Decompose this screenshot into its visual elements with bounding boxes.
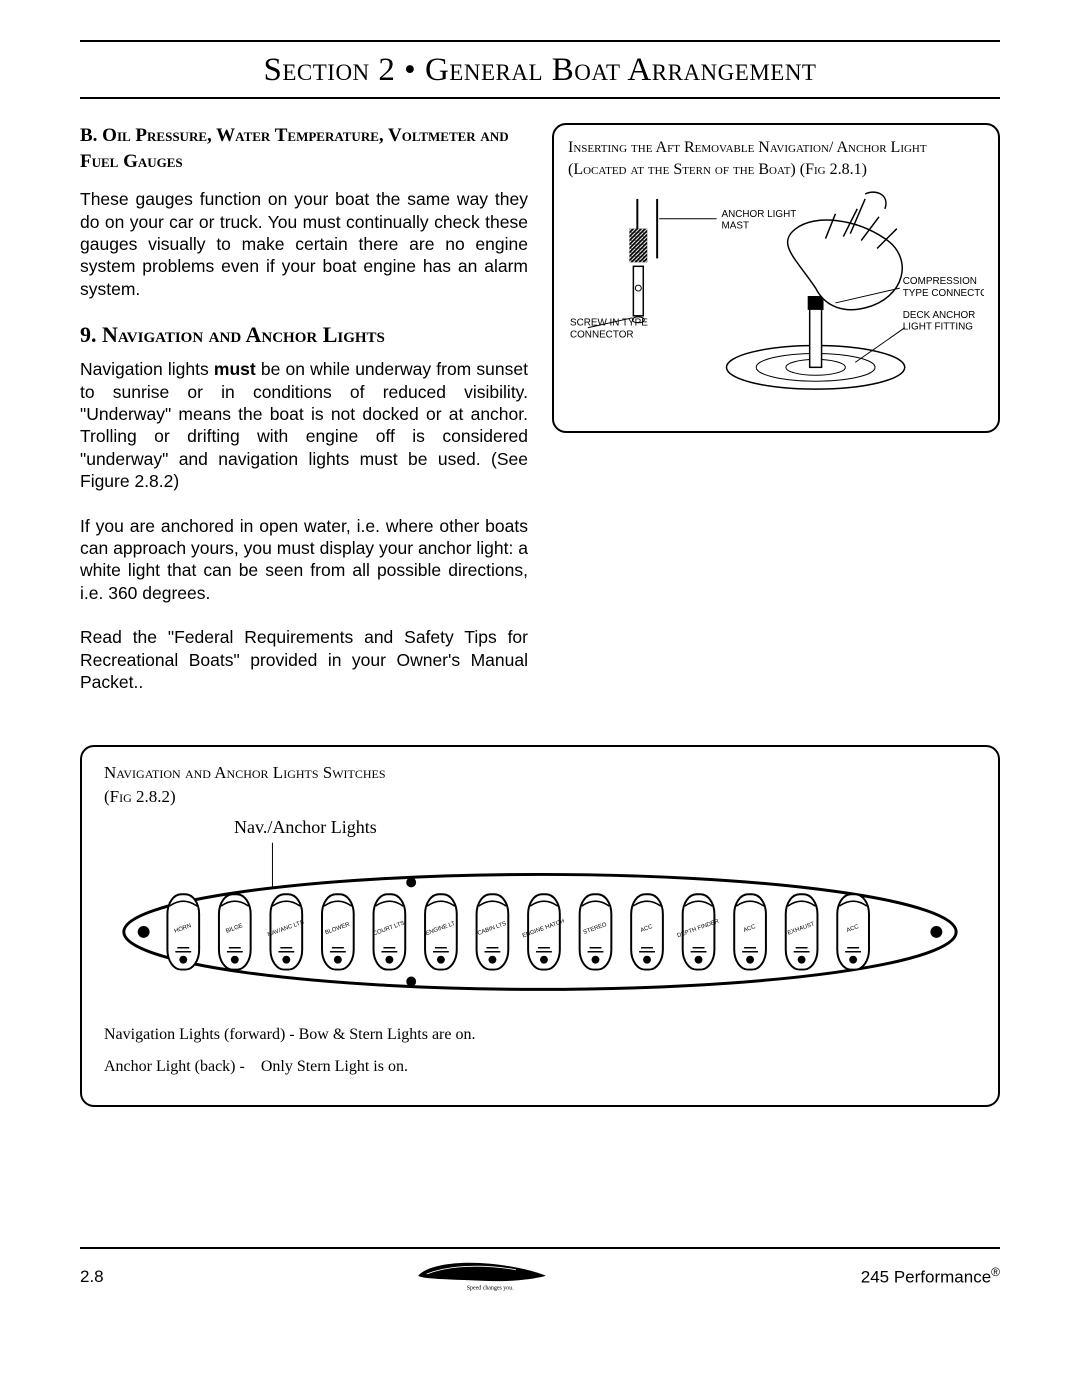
switch: EXHAUST — [786, 895, 818, 970]
section-9-para2: If you are anchored in open water, i.e. … — [80, 515, 528, 605]
figure-2-8-1-illustration: ANCHOR LIGHT MAST COMPRESSION TYPE CONNE… — [568, 188, 984, 408]
switch: STEREO — [580, 895, 612, 970]
label-compression: COMPRESSION — [903, 276, 977, 287]
figure-2-8-2-box: Navigation and Anchor Lights Switches (F… — [80, 745, 1000, 1107]
switch: NAV/ANC LTS — [267, 895, 305, 970]
footer-logo: Speed changes you. — [104, 1257, 861, 1296]
page-footer: 2.8 Speed changes you. 245 Performance® — [80, 1247, 1000, 1296]
svg-text:MAST: MAST — [722, 221, 749, 232]
figure-2-8-2-caption: Navigation and Anchor Lights Switches — [104, 763, 976, 783]
svg-text:Speed changes you.: Speed changes you. — [467, 1286, 515, 1292]
switch-panel-illustration: HORN BILGE NAV/ANC LTS BLOWER COURT LTS ENGIN… — [104, 842, 976, 1002]
label-screw: SCREW IN TYPE — [570, 318, 648, 329]
figure-2-8-2-ref: (Fig 2.8.2) — [104, 787, 976, 807]
right-column: Inserting the Aft Removable Navigation/ … — [552, 123, 1000, 715]
figure-2-8-1-caption: Inserting the Aft Removable Navigation/ … — [568, 137, 984, 180]
switch: ACC — [837, 895, 869, 970]
switch: HORN — [167, 895, 199, 970]
section-9-para1: Navigation lights must be on while under… — [80, 358, 528, 492]
subsection-b-para: These gauges function on your boat the s… — [80, 188, 528, 300]
switch: ACC — [734, 895, 766, 970]
section-9-para3: Read the "Federal Requirements and Safet… — [80, 626, 528, 693]
nav-anchor-pointer-label: Nav./Anchor Lights — [234, 817, 976, 838]
label-mast: ANCHOR LIGHT — [722, 209, 797, 220]
switch: BLOWER — [322, 895, 354, 970]
left-column: B. Oil Pressure, Water Temperature, Volt… — [80, 123, 528, 715]
footer-model: 245 Performance® — [861, 1265, 1000, 1288]
note-1: Navigation Lights (forward) - Bow & Ster… — [104, 1019, 976, 1051]
switch: COURT LTS — [373, 895, 406, 970]
footer-page-number: 2.8 — [80, 1267, 104, 1287]
baja-logo-icon: Speed changes you. — [414, 1257, 550, 1291]
page: Section 2 • General Boat Arrangement B. … — [0, 0, 1080, 1326]
figure-2-8-1-box: Inserting the Aft Removable Navigation/ … — [552, 123, 1000, 433]
svg-text:LIGHT FITTING: LIGHT FITTING — [903, 322, 973, 333]
figure-2-8-2-notes: Navigation Lights (forward) - Bow & Ster… — [104, 1019, 976, 1083]
note-2: Anchor Light (back) - Only Stern Light i… — [104, 1051, 976, 1083]
switch: BILGE — [219, 895, 251, 970]
top-rule — [80, 40, 1000, 42]
switch: ENGINE LT — [425, 895, 457, 970]
section-title: Section 2 • General Boat Arrangement — [80, 48, 1000, 97]
svg-text:TYPE CONNECTOR: TYPE CONNECTOR — [903, 288, 984, 299]
switch: ACC — [631, 895, 663, 970]
bottom-rule — [80, 97, 1000, 99]
label-deck: DECK ANCHOR — [903, 310, 976, 321]
section-9-heading: 9. Navigation and Anchor Lights — [80, 322, 528, 348]
para1-a: Navigation lights — [80, 359, 214, 379]
two-column-layout: B. Oil Pressure, Water Temperature, Volt… — [80, 123, 1000, 715]
switch: CABIN LTS — [477, 895, 509, 970]
subsection-b-heading: B. Oil Pressure, Water Temperature, Volt… — [80, 123, 528, 174]
svg-text:CONNECTOR: CONNECTOR — [570, 330, 634, 341]
switch: DEPTH FINDER — [677, 895, 721, 970]
para1-must: must — [214, 359, 256, 379]
